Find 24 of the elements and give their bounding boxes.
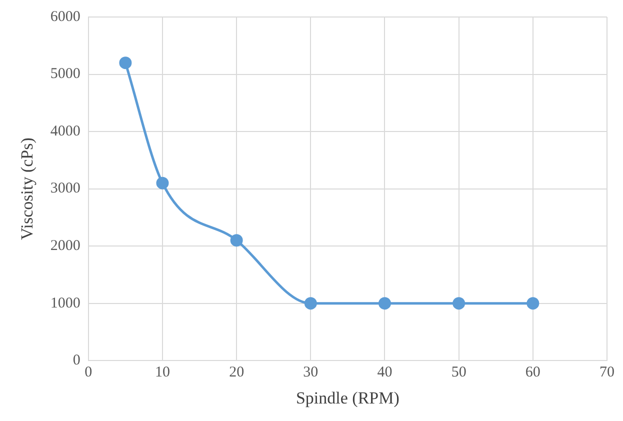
x-tick-label: 30: [303, 364, 318, 381]
point: [304, 297, 317, 310]
point: [378, 297, 391, 310]
point: [452, 297, 466, 310]
x-tick-label: 0: [84, 364, 92, 381]
x-axis-title: Spindle (RPM): [296, 388, 400, 408]
point: [230, 234, 243, 247]
x-tick-label: 40: [377, 364, 392, 381]
y-tick-label: 1000: [50, 295, 80, 312]
y-tick-label: 4000: [50, 123, 80, 140]
x-tick-label: 50: [451, 364, 466, 381]
y-tick-label: 0: [72, 352, 80, 369]
x-tick-label: 20: [229, 364, 244, 381]
point: [526, 297, 540, 310]
point: [156, 176, 169, 190]
y-tick-label: 5000: [50, 66, 80, 82]
x-tick-label: 70: [600, 364, 614, 381]
y-axis-title: Viscosity (cPs): [18, 138, 37, 240]
point: [119, 56, 132, 70]
x-tick-label: 60: [525, 364, 540, 381]
x-tick-label: 10: [154, 364, 170, 381]
y-tick-label: 2000: [50, 238, 80, 254]
y-tick-label: 3000: [50, 180, 80, 197]
y-tick-label: 6000: [50, 8, 80, 25]
